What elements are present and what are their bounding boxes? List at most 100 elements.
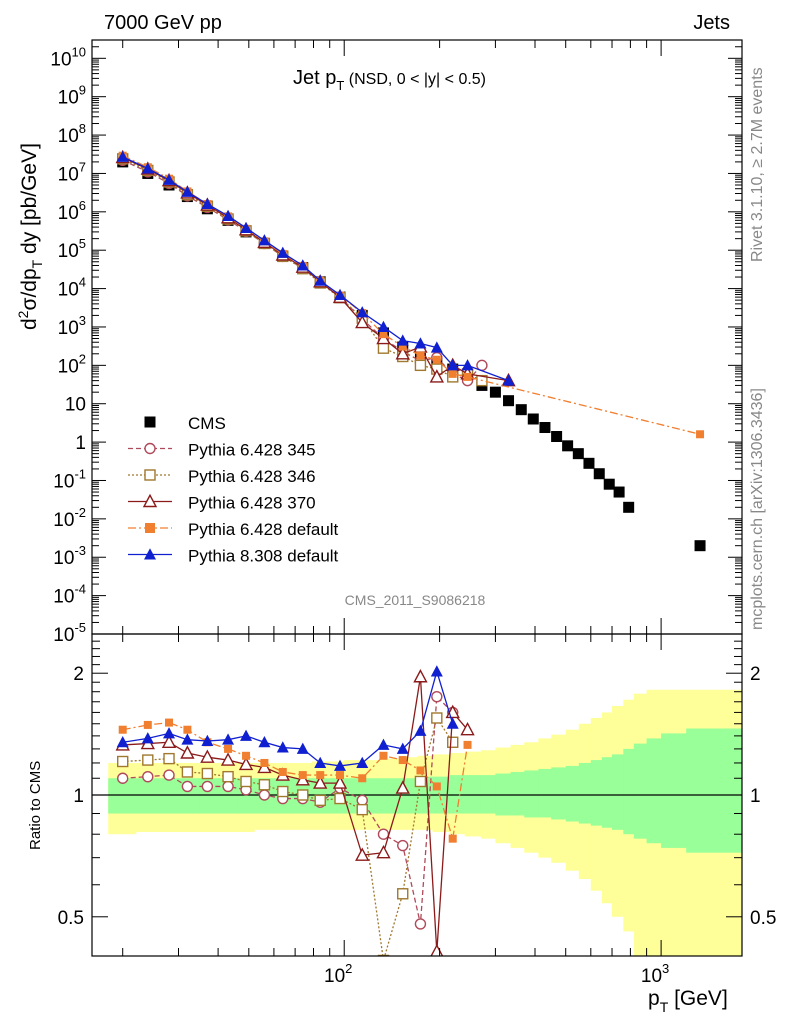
ratio-point bbox=[118, 725, 127, 734]
uncertainty-band-stat bbox=[108, 778, 137, 814]
series-line-5 bbox=[122, 156, 509, 382]
uncertainty-band-stat bbox=[633, 743, 648, 839]
ratio-point bbox=[395, 780, 410, 794]
data-point bbox=[623, 501, 635, 513]
mcplots-label: mcplots.cern.ch [arXiv:1306.3436] bbox=[749, 388, 766, 630]
ratio-point bbox=[336, 771, 345, 780]
ratio-point bbox=[220, 752, 236, 766]
data-point bbox=[276, 246, 289, 258]
data-point bbox=[355, 314, 370, 329]
ratio-point bbox=[413, 669, 428, 683]
ratio-point bbox=[201, 780, 214, 793]
data-point bbox=[429, 369, 444, 383]
ratio-point bbox=[396, 742, 409, 754]
uncertainty-band-stat bbox=[623, 748, 635, 835]
ratio-point bbox=[397, 839, 409, 852]
uncertainty-band-stat bbox=[601, 757, 613, 828]
data-point bbox=[356, 306, 369, 318]
data-point bbox=[201, 197, 214, 209]
ratio-point bbox=[297, 789, 309, 801]
ratio-point bbox=[141, 732, 154, 744]
ratio-point bbox=[277, 785, 289, 798]
ratio-point bbox=[430, 665, 443, 677]
data-point bbox=[334, 288, 347, 301]
data-point bbox=[416, 351, 425, 360]
uncertainty-band-stat bbox=[449, 775, 466, 814]
y-tick-label: 10-5 bbox=[53, 620, 86, 646]
data-point bbox=[379, 330, 388, 339]
data-point bbox=[377, 342, 390, 354]
data-point bbox=[694, 540, 706, 552]
x-tick-label: 102 bbox=[324, 961, 352, 987]
y-tick-label: 10 bbox=[65, 395, 86, 416]
data-point bbox=[551, 430, 563, 442]
ratio-point bbox=[161, 734, 177, 748]
y-tick-label: 1010 bbox=[50, 44, 86, 70]
uncertainty-band-stat bbox=[158, 778, 180, 814]
ratio-point bbox=[377, 738, 390, 750]
ratio-point bbox=[201, 734, 214, 746]
ratio-point bbox=[258, 789, 271, 801]
uncertainty-band-stat bbox=[565, 765, 580, 822]
data-point bbox=[414, 359, 427, 372]
ratio-point bbox=[238, 756, 254, 771]
uncertainty-band-stat bbox=[464, 775, 482, 814]
ratio-point bbox=[296, 742, 309, 754]
legend-marker bbox=[144, 548, 156, 560]
main-title: Jet pT (NSD, 0 < |y| < 0.5) bbox=[293, 67, 486, 93]
uncertainty-band-stat bbox=[686, 728, 742, 853]
ratio-point bbox=[460, 721, 475, 736]
y-tick-label: 10-2 bbox=[53, 505, 86, 531]
ratio-point bbox=[242, 751, 251, 760]
data-point bbox=[696, 430, 705, 439]
data-point bbox=[613, 486, 625, 498]
data-point bbox=[314, 274, 327, 286]
ratio-point bbox=[180, 745, 195, 759]
legend-marker bbox=[142, 493, 158, 508]
ratio-point bbox=[142, 770, 154, 783]
ratio-point bbox=[181, 766, 194, 778]
ratio-point bbox=[316, 771, 325, 780]
ratio-point bbox=[163, 727, 176, 739]
ratio-point bbox=[416, 766, 425, 775]
data-point bbox=[181, 185, 194, 197]
ratio-point bbox=[379, 751, 388, 760]
data-point bbox=[377, 320, 390, 332]
data-point bbox=[527, 413, 539, 425]
ratio-point bbox=[143, 720, 152, 729]
data-point bbox=[593, 468, 605, 480]
ratio-point bbox=[414, 724, 427, 736]
ratio-point bbox=[240, 775, 252, 788]
series-line-4 bbox=[122, 155, 701, 435]
data-point bbox=[572, 448, 584, 460]
ratio-point bbox=[260, 758, 269, 767]
data-point bbox=[515, 404, 527, 416]
y-tick-label: 1 bbox=[75, 433, 86, 454]
uncertainty-band-stat bbox=[480, 775, 496, 814]
ratio-point bbox=[276, 741, 289, 753]
data-point bbox=[448, 369, 457, 378]
uncertainty-band-stat bbox=[380, 778, 401, 814]
uncertainty-band-stat bbox=[524, 770, 539, 818]
ratio-point bbox=[356, 756, 369, 768]
rivet-label: Rivet 3.1.10, ≥ 2.7M events bbox=[749, 67, 766, 262]
ratio-point bbox=[278, 767, 287, 776]
main-frame bbox=[91, 39, 743, 635]
data-point bbox=[395, 346, 410, 360]
header-left: 7000 GeV pp bbox=[104, 12, 222, 34]
ratio-frame bbox=[91, 633, 743, 957]
ratio-point bbox=[431, 690, 443, 703]
data-point bbox=[502, 374, 515, 386]
ratio-point bbox=[355, 847, 370, 861]
ratio-panel: 0.5 0.5 1 1 2 2 102 103 bbox=[58, 633, 776, 987]
ratio-point bbox=[313, 775, 328, 789]
ratio-y-tick-label-right: 0.5 bbox=[750, 908, 776, 929]
ratio-point bbox=[397, 888, 409, 900]
data-point bbox=[396, 334, 409, 346]
uncertainty-band-stat bbox=[578, 762, 592, 824]
data-point bbox=[432, 355, 441, 364]
uncertainty-band-stat bbox=[612, 754, 624, 830]
watermark: CMS_2011_S9086218 bbox=[345, 592, 486, 608]
data-point bbox=[583, 457, 595, 469]
ratio-point bbox=[163, 769, 175, 781]
